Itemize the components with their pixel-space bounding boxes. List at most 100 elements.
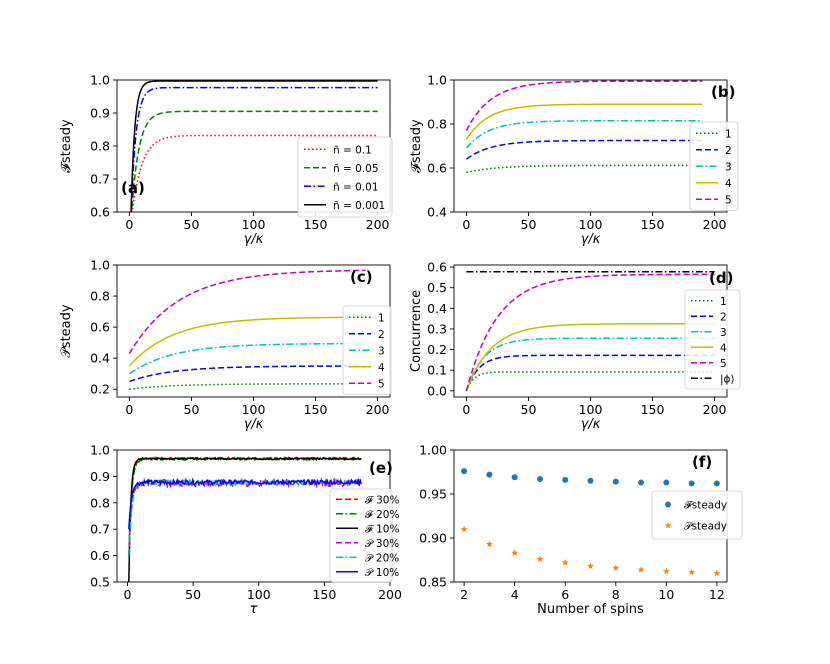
- legend-label: 𝒫steady: [684, 521, 727, 533]
- series-line-e-4: [128, 476, 362, 556]
- x-tick-label: 50: [185, 587, 201, 602]
- x-tick-label: 150: [312, 587, 336, 602]
- x-tick-label: 6: [561, 587, 569, 602]
- x-tick-label: 150: [641, 217, 665, 232]
- y-tick-label: 1.0: [90, 258, 110, 273]
- x-tick-label: 200: [378, 587, 402, 602]
- series-line-b-3: [465, 119, 703, 149]
- legend-label: n̄ = 0.01: [333, 181, 379, 193]
- series-line-d-4: [465, 323, 715, 392]
- point-f-2: [460, 525, 468, 533]
- series-line-e-1: [128, 456, 362, 556]
- y-tick-label: 1.00: [419, 443, 447, 458]
- legend-handle: [665, 501, 671, 508]
- x-tick-label: 150: [304, 402, 328, 417]
- y-tick-label: 0.5: [427, 280, 447, 295]
- legend-label: 5: [720, 358, 727, 370]
- x-tick-label: 150: [641, 402, 665, 417]
- y-tick-label: 0.2: [427, 342, 447, 357]
- y-tick-label: 0.6: [427, 161, 447, 176]
- x-tick-label: 200: [703, 217, 727, 232]
- legend-box: [651, 490, 743, 540]
- y-tick-label: 0.95: [419, 487, 447, 502]
- legend-label: 2: [378, 329, 385, 341]
- point-f-2: [688, 568, 695, 576]
- point-f-2: [662, 567, 670, 575]
- series-line-e-2: [128, 456, 362, 556]
- legend: 1 2 3 4 5: [689, 121, 739, 211]
- panel-label: (f): [692, 453, 712, 471]
- panel-d: 0 50 100 150 200 0.0 0.1 0.2 0.3 0.4 0.5 0.6 γ/κ Conc…: [409, 260, 741, 432]
- point-f-1: [688, 480, 695, 487]
- y-tick-label: 0.4: [90, 351, 110, 366]
- point-f-1: [511, 474, 518, 481]
- x-axis-label: τ: [250, 602, 258, 617]
- x-tick-label: 100: [242, 402, 266, 417]
- legend-label: 4: [378, 362, 385, 374]
- x-tick-label: 0: [125, 402, 133, 417]
- x-tick-label: 50: [521, 217, 537, 232]
- x-tick-label: 2: [460, 587, 468, 602]
- series-line-e-5: [128, 477, 362, 556]
- y-axis-label: 𝓕steady: [409, 119, 424, 173]
- point-f-1: [486, 471, 493, 478]
- x-tick-label: 8: [612, 587, 620, 602]
- legend-label: 1: [378, 312, 385, 324]
- x-tick-label: 200: [366, 217, 390, 232]
- x-tick-label: 50: [521, 402, 537, 417]
- point-f-1: [638, 479, 645, 486]
- point-f-2: [637, 566, 645, 573]
- y-tick-label: 0.2: [90, 382, 110, 397]
- x-tick-label: 10: [658, 587, 674, 602]
- y-axis-label: 𝓕steady: [59, 119, 74, 173]
- y-tick-label: 1.0: [90, 73, 110, 88]
- y-tick-label: 0.90: [419, 531, 447, 546]
- point-f-1: [536, 476, 543, 483]
- x-tick-label: 200: [366, 402, 390, 417]
- legend: n̄ = 0.1 n̄ = 0.05 n̄ = 0.01 n̄ = 0.001: [297, 136, 393, 218]
- panel-label: (c): [350, 268, 373, 286]
- legend-label: |ϕ⟩: [720, 373, 735, 385]
- x-tick-label: 100: [247, 587, 271, 602]
- y-tick-label: 1.0: [90, 443, 110, 458]
- legend-box: [684, 289, 741, 390]
- y-tick-label: 0.7: [90, 522, 110, 537]
- x-tick-label: 0: [462, 402, 470, 417]
- series-line-b-4: [465, 103, 703, 140]
- x-tick-label: 100: [579, 402, 603, 417]
- x-axis-label: γ/κ: [244, 417, 264, 432]
- x-tick-label: 150: [304, 217, 328, 232]
- legend-label: 4: [720, 342, 727, 354]
- y-tick-label: 0.8: [90, 289, 110, 304]
- legend-label: 5: [378, 378, 385, 390]
- plot-area: [460, 468, 721, 577]
- x-axis-label: Number of spins: [537, 602, 644, 617]
- legend-label: 𝓕 10%: [365, 523, 399, 535]
- x-tick-label: 4: [511, 587, 519, 602]
- y-tick-label: 0.6: [90, 205, 110, 220]
- legend-label: 𝒫 20%: [365, 552, 399, 564]
- series-line-c-5: [128, 269, 366, 354]
- point-f-1: [713, 480, 720, 487]
- x-tick-label: 100: [242, 217, 266, 232]
- series-line-b-5: [465, 80, 703, 131]
- series-line-c-2: [129, 365, 366, 383]
- x-tick-label: 0: [462, 217, 470, 232]
- x-tick-label: 12: [709, 587, 725, 602]
- point-f-1: [562, 476, 569, 483]
- series-line-d-5: [465, 273, 715, 392]
- legend-handle: [664, 521, 672, 529]
- point-f-2: [612, 564, 620, 571]
- y-tick-label: 0.6: [90, 320, 110, 335]
- y-tick-label: 0.8: [90, 495, 110, 510]
- y-tick-label: 0.1: [427, 363, 447, 378]
- legend-label: 3: [378, 345, 385, 357]
- y-tick-label: 0.5: [90, 575, 110, 590]
- legend-label: 2: [720, 311, 727, 323]
- legend-label: n̄ = 0.1: [333, 144, 372, 156]
- panel-label: (b): [711, 83, 735, 101]
- point-f-2: [486, 540, 493, 548]
- point-f-1: [663, 479, 670, 486]
- y-tick-label: 0.4: [427, 205, 447, 220]
